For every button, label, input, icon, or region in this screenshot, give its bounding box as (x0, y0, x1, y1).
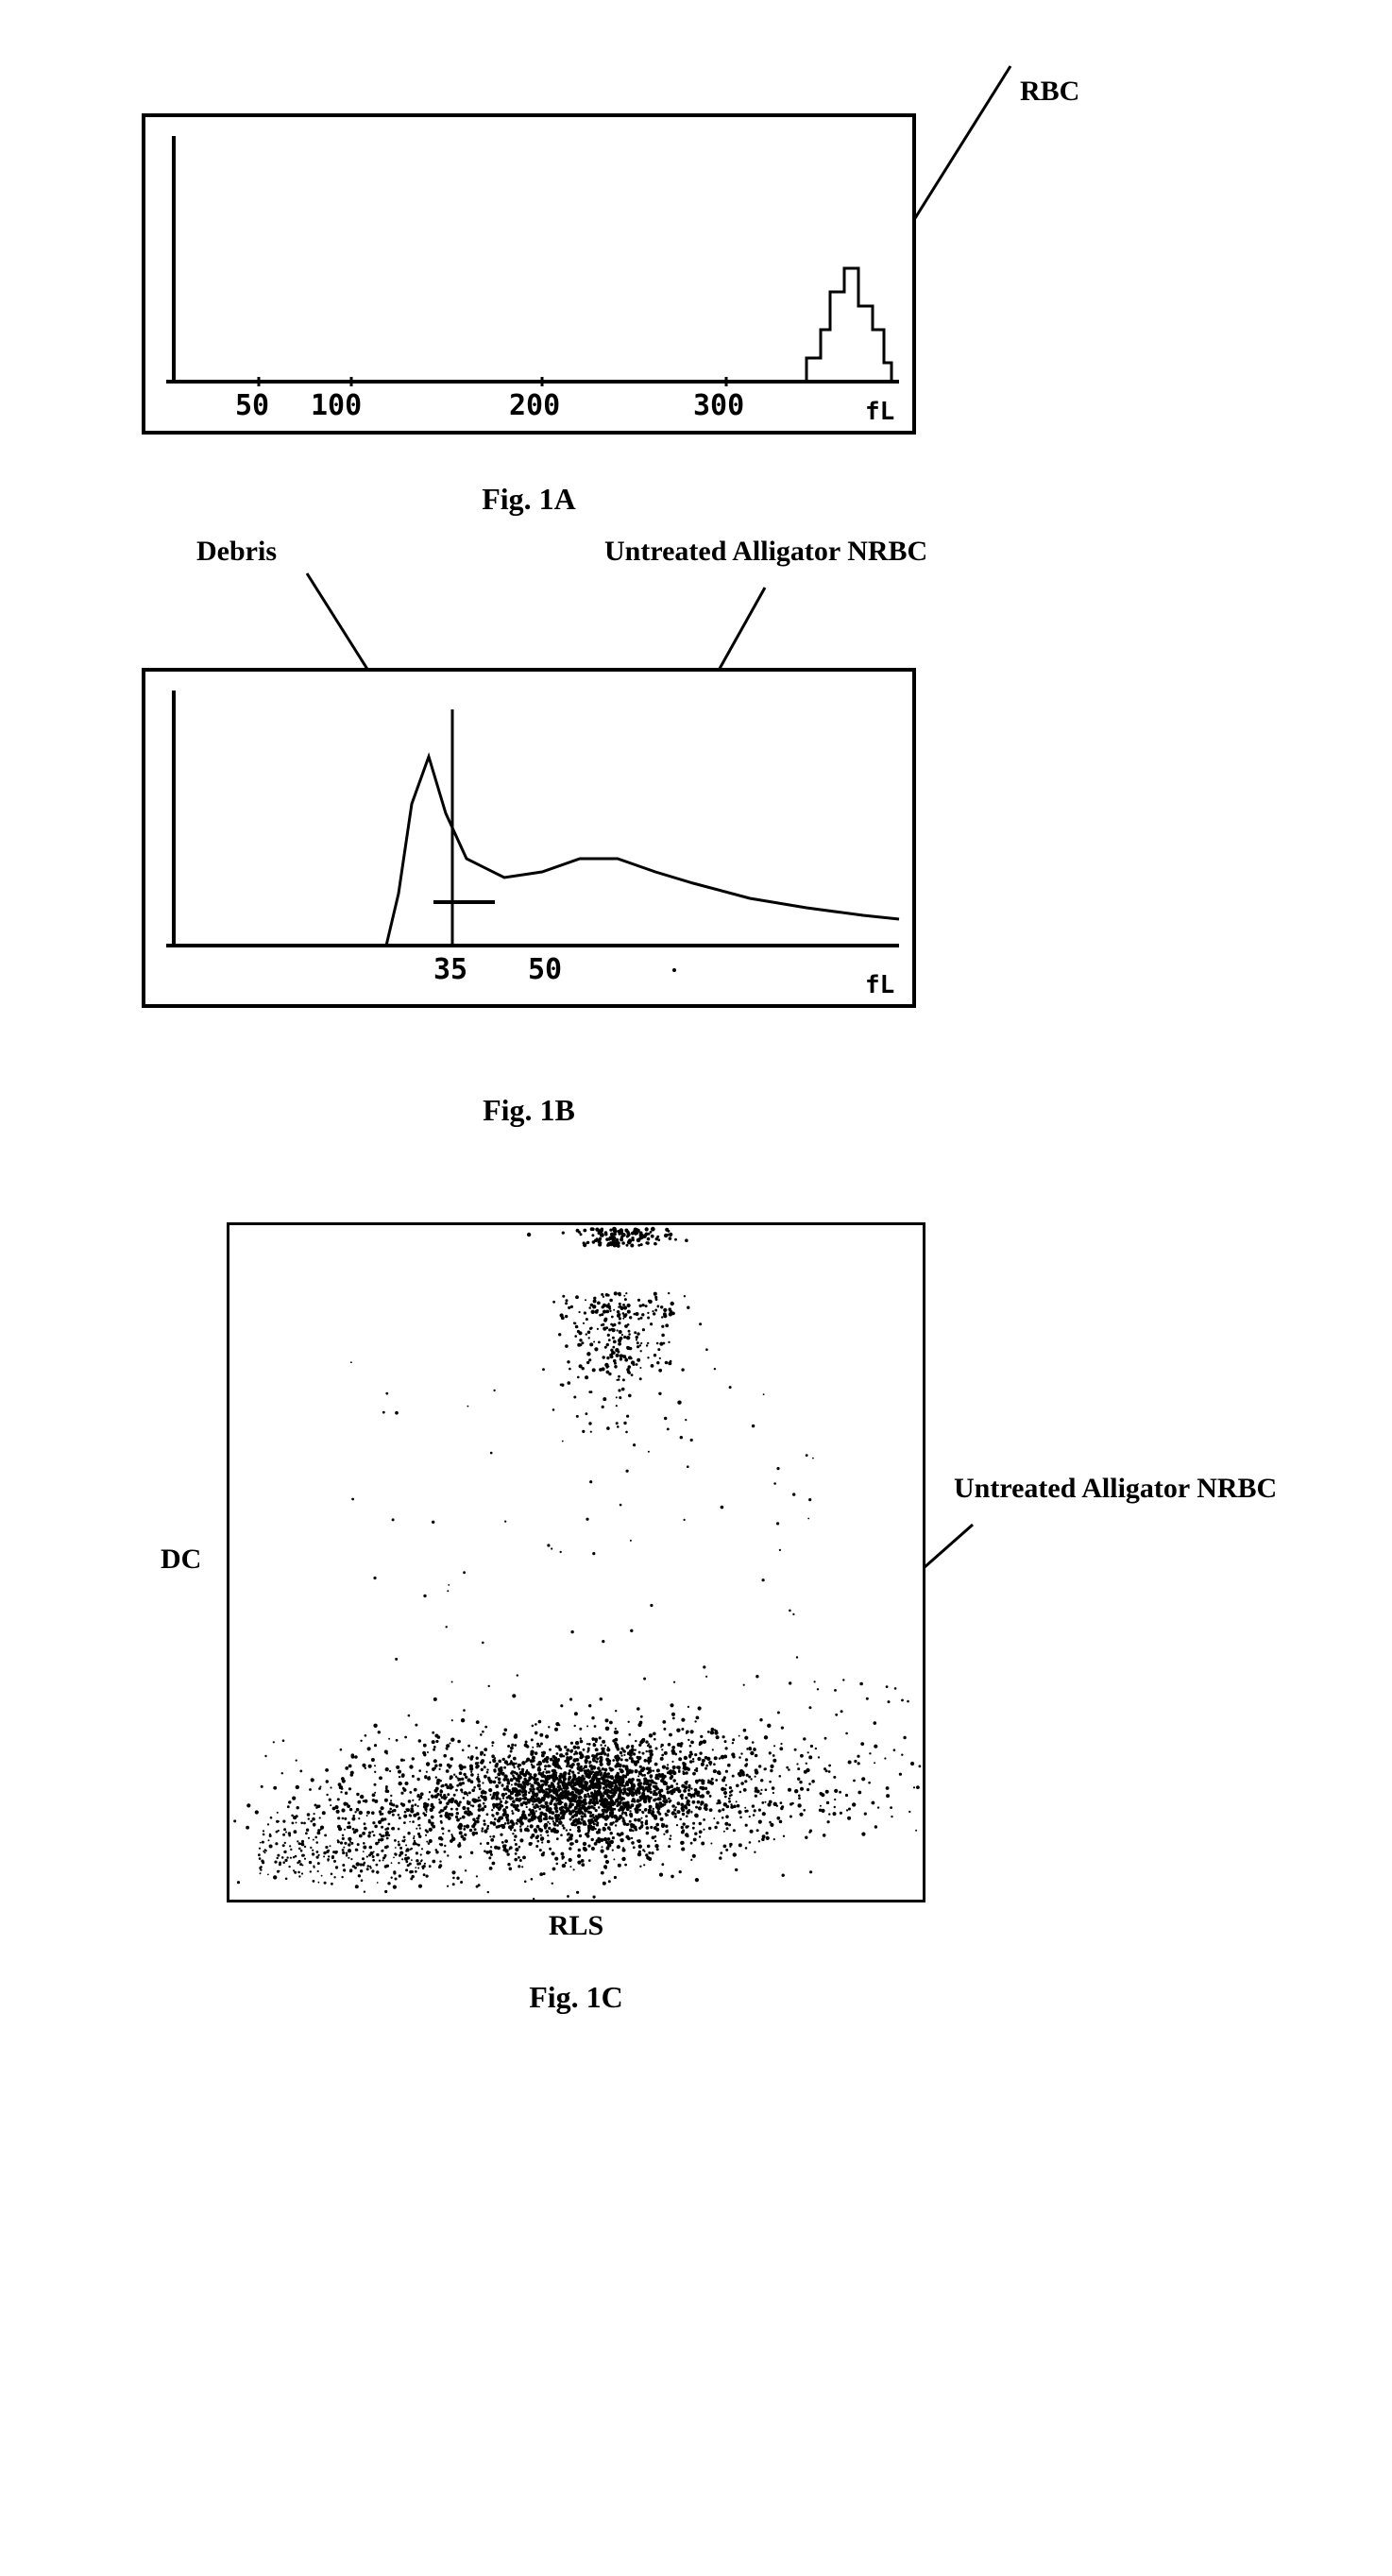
unit-fl-1b: fL (865, 971, 894, 999)
figure-1b-container: Debris Untreated Alligator NRBC 35 50 (113, 668, 1279, 1128)
chart-1a-wrapper: RBC 50 100 200 300 fL (142, 113, 1279, 435)
chart-1c-wrapper: DC Untreated Alligator NRBC RLS (227, 1222, 1279, 1942)
tick-200: 200 (509, 389, 560, 422)
tick-100: 100 (311, 389, 362, 422)
curve-1b (386, 757, 899, 946)
chart-1b-svg: 35 50 fL (145, 672, 920, 1012)
dc-axis-label: DC (161, 1544, 201, 1576)
tick-50b: 50 (528, 953, 562, 986)
unit-fl-1a: fL (865, 398, 894, 426)
rbc-peak-line (806, 268, 891, 382)
figure-1c-container: DC Untreated Alligator NRBC RLS Fig. 1C (113, 1222, 1279, 2015)
chart-1b-wrapper: Debris Untreated Alligator NRBC 35 50 (142, 668, 1279, 1008)
chart-1a-svg: 50 100 200 300 fL (145, 117, 920, 438)
rls-axis-label: RLS (227, 1910, 925, 1942)
figure-1a-container: RBC 50 100 200 300 fL (113, 113, 1279, 517)
chart-1c-svg (229, 1225, 928, 1905)
fig-1c-caption: Fig. 1C (113, 1980, 1039, 2015)
chart-1a-frame: 50 100 200 300 fL (142, 113, 916, 435)
tick-50: 50 (235, 389, 269, 422)
chart-1b-frame: 35 50 fL (142, 668, 916, 1008)
chart-1c-frame (227, 1222, 925, 1902)
tick-35: 35 (433, 953, 467, 986)
tick-300: 300 (693, 389, 744, 422)
fig-1a-caption: Fig. 1A (113, 482, 944, 517)
fig-1b-caption: Fig. 1B (113, 1093, 944, 1128)
